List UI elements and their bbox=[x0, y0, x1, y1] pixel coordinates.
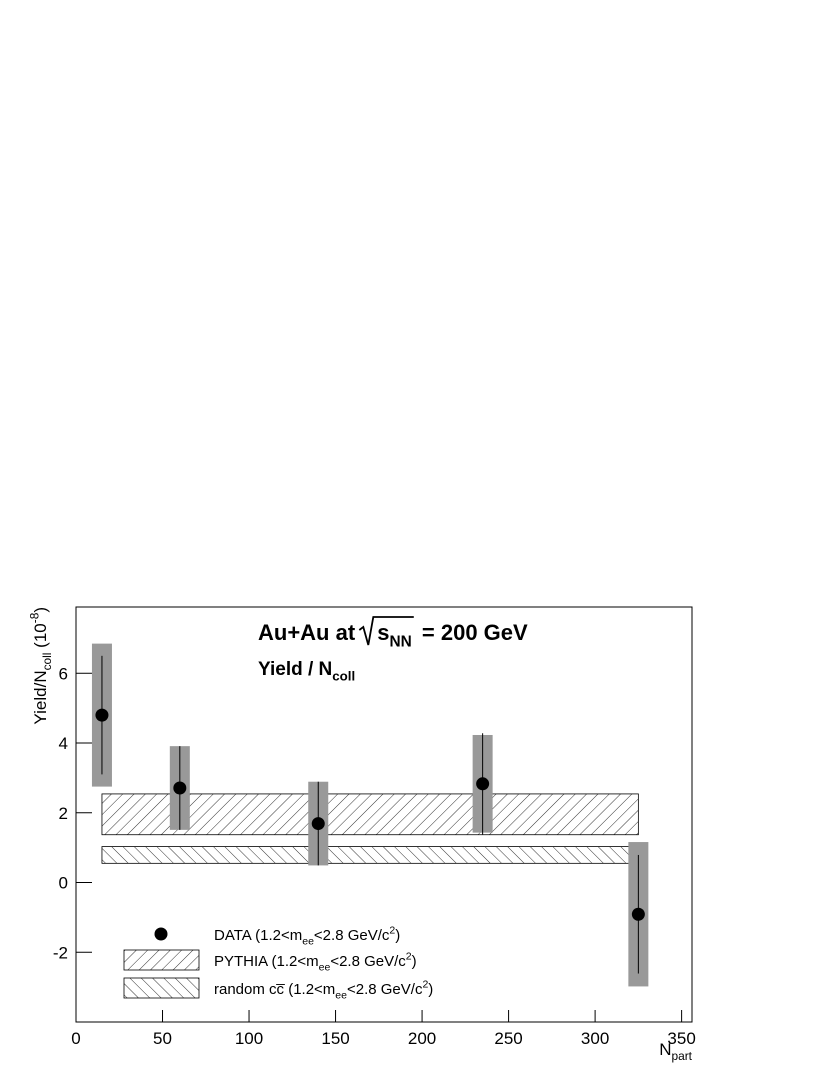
legend-label: 2 bbox=[406, 950, 412, 962]
legend-swatch bbox=[123, 949, 200, 971]
data-point bbox=[476, 777, 490, 791]
legend-label: DATA (1.2<m bbox=[214, 927, 302, 944]
x-tick-label: 350 bbox=[667, 1029, 695, 1048]
legend-label: PYTHIA (1.2<m bbox=[214, 953, 319, 970]
y-axis-label: Yield/N bbox=[31, 670, 50, 724]
legend-label: 2 bbox=[422, 978, 428, 990]
chart-subtitle: Yield / N bbox=[258, 659, 332, 680]
plot-frame bbox=[75, 606, 693, 1023]
radical-sign bbox=[358, 616, 414, 646]
legend-label: ) bbox=[428, 981, 433, 998]
y-axis-label: (10 bbox=[31, 623, 50, 652]
y-tick-label: 6 bbox=[59, 664, 68, 683]
chart-title: = 200 GeV bbox=[416, 620, 528, 645]
legend-label: ee bbox=[319, 962, 331, 974]
legend-label: ee bbox=[335, 990, 347, 1002]
legend-label: ) bbox=[412, 953, 417, 970]
x-tick-label: 50 bbox=[153, 1029, 172, 1048]
chart-subtitle: coll bbox=[332, 669, 355, 684]
data-point bbox=[95, 708, 109, 722]
legend-label: random cc̅ (1.2<m bbox=[214, 981, 335, 998]
legend-label: 2 bbox=[389, 924, 395, 936]
chart-title: s bbox=[377, 620, 389, 645]
y-tick-label: 2 bbox=[59, 804, 68, 823]
x-tick-label: 0 bbox=[71, 1029, 80, 1048]
y-axis-label: coll bbox=[40, 653, 54, 671]
x-tick-label: 300 bbox=[581, 1029, 609, 1048]
y-tick-label: 4 bbox=[59, 734, 68, 753]
legend-label: ) bbox=[395, 927, 400, 944]
x-tick-label: 250 bbox=[494, 1029, 522, 1048]
chart-title: NN bbox=[390, 634, 412, 651]
x-axis-label: N bbox=[659, 1040, 671, 1059]
y-tick-label: -2 bbox=[53, 943, 68, 962]
x-axis-label: part bbox=[672, 1049, 693, 1063]
band bbox=[101, 793, 639, 836]
x-tick-label: 100 bbox=[235, 1029, 263, 1048]
data-point bbox=[631, 907, 645, 921]
legend-label: <2.8 GeV/c bbox=[347, 981, 423, 998]
legend-marker bbox=[154, 927, 168, 941]
legend-label: ee bbox=[302, 936, 314, 948]
data-point bbox=[173, 781, 187, 795]
band bbox=[101, 846, 639, 864]
y-axis-label: ) bbox=[31, 607, 50, 613]
chart-title: Au+Au at bbox=[258, 620, 361, 645]
x-tick-label: 150 bbox=[321, 1029, 349, 1048]
legend-label: <2.8 GeV/c bbox=[330, 953, 406, 970]
legend-swatch bbox=[123, 977, 200, 999]
x-tick-label: 200 bbox=[408, 1029, 436, 1048]
y-tick-label: 0 bbox=[59, 874, 68, 893]
legend-label: <2.8 GeV/c bbox=[314, 927, 390, 944]
y-axis-label: -8 bbox=[27, 612, 41, 623]
data-point bbox=[311, 817, 325, 831]
